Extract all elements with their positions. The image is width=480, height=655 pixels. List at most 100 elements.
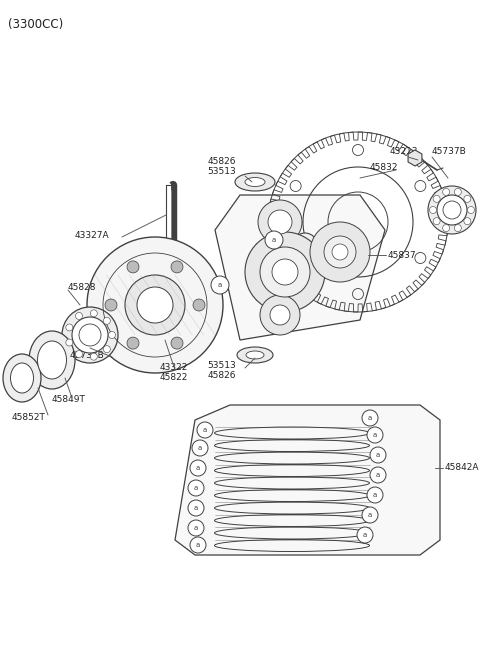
Text: 43213: 43213: [390, 147, 419, 157]
Text: a: a: [198, 445, 202, 451]
Circle shape: [362, 507, 378, 523]
Circle shape: [90, 310, 97, 317]
Circle shape: [260, 247, 310, 297]
Polygon shape: [215, 195, 385, 340]
Circle shape: [75, 312, 83, 320]
Text: a: a: [272, 237, 276, 243]
Text: a: a: [196, 542, 200, 548]
Circle shape: [103, 346, 110, 352]
Text: 45832: 45832: [370, 164, 398, 172]
Text: 45852T: 45852T: [12, 413, 46, 422]
Circle shape: [188, 500, 204, 516]
Circle shape: [66, 339, 73, 346]
Polygon shape: [408, 150, 422, 166]
Circle shape: [190, 537, 206, 553]
Text: a: a: [363, 532, 367, 538]
Text: 45842A: 45842A: [445, 464, 480, 472]
Circle shape: [464, 217, 471, 225]
Text: 45828: 45828: [68, 284, 96, 293]
Circle shape: [188, 480, 204, 496]
Circle shape: [367, 427, 383, 443]
Ellipse shape: [3, 354, 41, 402]
Text: 43327A: 43327A: [75, 231, 109, 240]
Circle shape: [188, 520, 204, 536]
Circle shape: [433, 195, 440, 202]
Ellipse shape: [235, 173, 275, 191]
Text: a: a: [368, 512, 372, 518]
Circle shape: [127, 261, 139, 273]
Circle shape: [258, 200, 302, 244]
Circle shape: [433, 217, 440, 225]
Ellipse shape: [246, 351, 264, 359]
Circle shape: [260, 295, 300, 335]
Circle shape: [90, 353, 97, 360]
Circle shape: [357, 527, 373, 543]
Text: 45822: 45822: [160, 373, 188, 383]
Circle shape: [270, 305, 290, 325]
Text: a: a: [376, 472, 380, 478]
Circle shape: [272, 259, 298, 285]
Text: 45837: 45837: [388, 250, 417, 259]
Circle shape: [193, 299, 205, 311]
Circle shape: [370, 467, 386, 483]
Circle shape: [192, 440, 208, 456]
Ellipse shape: [237, 347, 273, 363]
Circle shape: [171, 261, 183, 273]
Ellipse shape: [29, 331, 75, 389]
Circle shape: [455, 189, 461, 195]
Circle shape: [137, 287, 173, 323]
Circle shape: [75, 350, 83, 358]
Circle shape: [197, 422, 213, 438]
Circle shape: [103, 318, 110, 324]
Text: a: a: [368, 415, 372, 421]
Circle shape: [310, 222, 370, 282]
Circle shape: [428, 186, 476, 234]
Ellipse shape: [37, 341, 67, 379]
Text: a: a: [373, 432, 377, 438]
Text: a: a: [373, 492, 377, 498]
Text: 53513: 53513: [208, 168, 236, 176]
Text: a: a: [194, 505, 198, 511]
Circle shape: [127, 337, 139, 349]
Circle shape: [443, 189, 450, 195]
Text: a: a: [194, 485, 198, 491]
Ellipse shape: [245, 178, 265, 187]
Circle shape: [190, 460, 206, 476]
Circle shape: [324, 236, 356, 268]
Text: a: a: [218, 282, 222, 288]
Ellipse shape: [296, 240, 314, 264]
Text: (3300CC): (3300CC): [8, 18, 63, 31]
Circle shape: [211, 276, 229, 294]
Circle shape: [468, 206, 475, 214]
Circle shape: [370, 447, 386, 463]
Text: 53513: 53513: [208, 360, 236, 369]
Circle shape: [62, 307, 118, 363]
Circle shape: [443, 225, 450, 232]
Circle shape: [437, 195, 467, 225]
Circle shape: [464, 195, 471, 202]
Text: a: a: [376, 452, 380, 458]
Text: 45826: 45826: [208, 371, 236, 379]
Circle shape: [108, 331, 116, 339]
Circle shape: [171, 337, 183, 349]
Circle shape: [265, 231, 283, 249]
Text: 45737B: 45737B: [432, 147, 467, 157]
Text: a: a: [203, 427, 207, 433]
Text: a: a: [196, 465, 200, 471]
Circle shape: [332, 244, 348, 260]
Circle shape: [125, 275, 185, 335]
Text: 45826: 45826: [208, 157, 236, 166]
Text: 45737B: 45737B: [70, 350, 105, 360]
Circle shape: [430, 206, 436, 214]
Circle shape: [268, 210, 292, 234]
Text: 45849T: 45849T: [52, 396, 86, 405]
Circle shape: [367, 487, 383, 503]
Circle shape: [245, 232, 325, 312]
Text: 43322: 43322: [160, 364, 188, 373]
Circle shape: [362, 410, 378, 426]
Ellipse shape: [11, 363, 34, 393]
Ellipse shape: [290, 233, 320, 271]
Polygon shape: [175, 405, 440, 555]
Circle shape: [72, 317, 108, 353]
Circle shape: [66, 324, 73, 331]
